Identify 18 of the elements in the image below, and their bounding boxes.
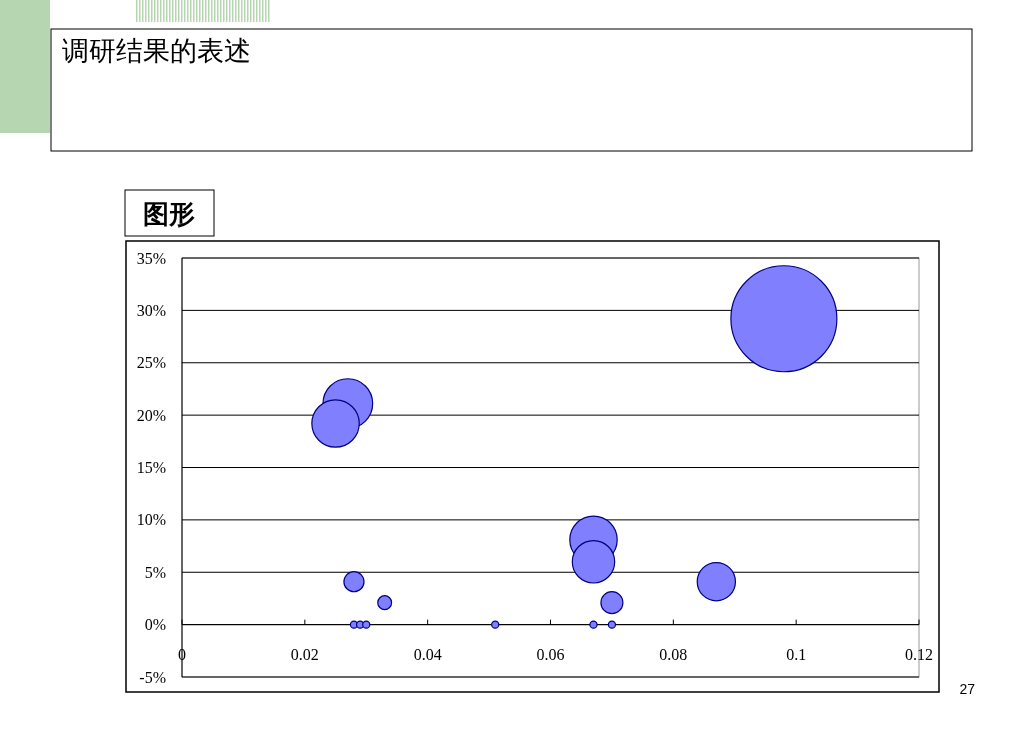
x-tick-label: 0.06: [536, 645, 565, 663]
x-tick-label: 0.08: [659, 645, 688, 663]
chart-subtitle: 图形: [143, 199, 195, 229]
text: 27: [959, 681, 976, 697]
y-tick-label: 15%: [136, 459, 166, 477]
x-tick-label: 0.1: [786, 645, 807, 663]
y-tick-label: 10%: [136, 511, 166, 529]
y-tick-label: 35%: [136, 249, 166, 267]
x-tick-label: 0.12: [905, 645, 933, 663]
y-tick-label: 0%: [144, 616, 166, 634]
x-tick-label: 0.02: [290, 645, 319, 663]
y-tick-label: 25%: [136, 354, 166, 372]
chart-title: 调研结果的表述: [62, 35, 251, 66]
y-tick-label: -5%: [139, 668, 166, 686]
y-tick-label: 20%: [136, 406, 166, 424]
y-tick-label: 5%: [144, 563, 166, 581]
y-tick-label: 30%: [136, 301, 166, 319]
x-tick-label: 0.04: [413, 645, 442, 663]
